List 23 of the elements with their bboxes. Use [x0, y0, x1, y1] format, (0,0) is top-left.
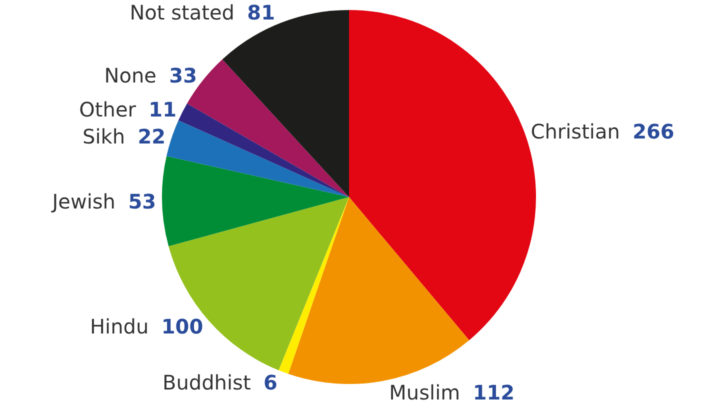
slice-label: Other [79, 97, 136, 122]
slice-label: Hindu [90, 314, 149, 338]
data-label: 22 [138, 124, 166, 149]
pie-slice [288, 197, 470, 384]
data-label: 266 [632, 120, 674, 144]
data-label: 53 [128, 189, 156, 214]
pie-slice [166, 120, 349, 197]
data-label: 100 [161, 314, 204, 338]
slice-label: Christian [530, 120, 620, 144]
data-label: 81 [247, 0, 276, 24]
slice-label: Sikh [82, 124, 126, 149]
pie-slice [162, 156, 349, 246]
slice-label: Buddhist [162, 370, 251, 395]
pie-slice [178, 104, 349, 197]
slice-label: Muslim [389, 380, 460, 404]
data-label: 11 [148, 97, 177, 122]
pie-slice [278, 197, 349, 374]
data-label: 33 [169, 63, 198, 88]
data-label: 112 [472, 380, 515, 404]
slice-label: Jewish [52, 189, 116, 214]
data-label: 6 [264, 370, 278, 395]
slice-label: Not stated [130, 0, 234, 24]
slice-label: None [104, 63, 156, 88]
